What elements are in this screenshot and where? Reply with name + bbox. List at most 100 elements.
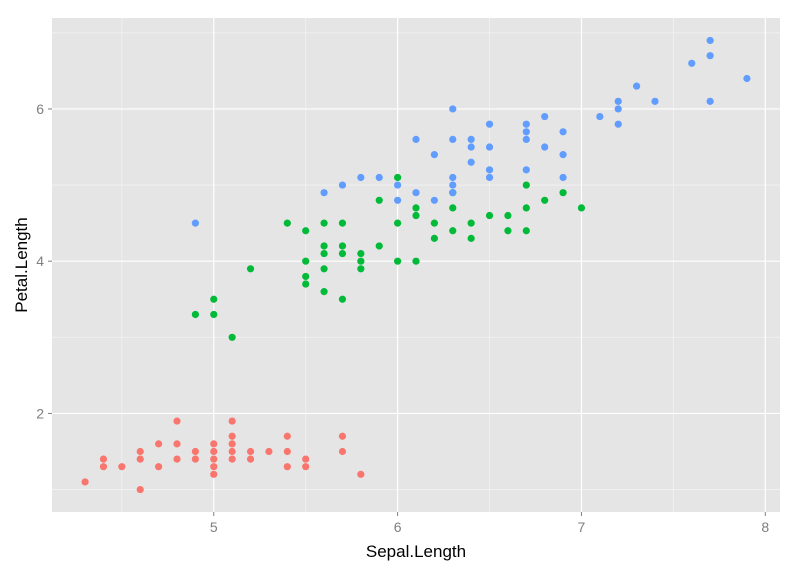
data-point <box>522 204 530 212</box>
data-point <box>302 455 310 463</box>
y-tick-label: 2 <box>36 405 44 421</box>
data-point <box>320 249 328 258</box>
data-point <box>302 227 310 235</box>
data-point <box>467 234 475 242</box>
data-point <box>320 219 328 227</box>
data-point <box>430 234 438 242</box>
data-point <box>228 455 236 463</box>
data-point <box>467 219 475 227</box>
x-axis-title: Sepal.Length <box>366 542 466 561</box>
data-point <box>228 447 236 456</box>
data-point <box>522 128 530 136</box>
data-point <box>412 204 420 212</box>
data-point <box>338 242 347 250</box>
data-point <box>228 417 236 425</box>
data-point <box>449 189 457 197</box>
data-point <box>485 143 494 151</box>
data-point <box>375 196 383 204</box>
data-point <box>394 181 402 189</box>
x-tick-label: 8 <box>761 519 769 535</box>
data-point <box>394 196 402 204</box>
data-point <box>338 447 347 456</box>
data-point <box>210 455 218 463</box>
data-point <box>614 120 622 128</box>
data-point <box>302 272 310 281</box>
data-point <box>173 417 181 425</box>
data-point <box>357 257 365 265</box>
data-point <box>375 173 383 182</box>
x-tick-label: 7 <box>578 519 586 535</box>
x-tick-label: 5 <box>210 519 218 535</box>
data-point <box>320 265 328 273</box>
data-point <box>614 97 622 105</box>
data-point <box>155 440 163 448</box>
data-point <box>210 310 218 319</box>
data-point <box>246 447 255 456</box>
data-point <box>136 447 144 456</box>
data-point <box>430 151 438 159</box>
data-point <box>394 173 402 182</box>
data-point <box>320 189 328 197</box>
data-point <box>522 120 530 128</box>
data-point <box>210 447 218 456</box>
data-point <box>99 463 108 471</box>
data-point <box>596 112 604 121</box>
data-point <box>743 74 751 83</box>
x-axis-ticks: 5 6 7 8 <box>210 512 769 535</box>
data-point <box>430 219 438 227</box>
data-point <box>449 204 457 212</box>
data-point <box>173 455 181 463</box>
data-point <box>228 432 236 440</box>
data-point <box>559 173 567 182</box>
data-point <box>706 52 714 60</box>
data-point <box>467 143 475 151</box>
data-point <box>375 242 383 250</box>
data-point <box>357 173 365 182</box>
data-point <box>541 112 549 121</box>
data-point <box>522 135 530 144</box>
data-point <box>688 59 696 67</box>
data-point <box>191 447 199 456</box>
data-point <box>485 173 494 182</box>
data-point <box>302 257 310 265</box>
data-point <box>210 463 218 471</box>
data-point <box>228 440 236 448</box>
data-point <box>320 288 328 296</box>
data-point <box>81 478 89 486</box>
data-point <box>283 447 291 456</box>
data-point <box>394 219 402 227</box>
data-point <box>338 181 347 189</box>
data-point <box>541 196 549 204</box>
data-point <box>449 173 457 182</box>
y-tick-label: 6 <box>36 101 44 117</box>
plot-panel <box>52 18 780 512</box>
data-point <box>706 36 714 45</box>
data-point <box>246 265 255 273</box>
data-point <box>485 120 494 128</box>
data-point <box>191 310 199 319</box>
data-point <box>357 470 365 478</box>
data-point <box>136 485 144 494</box>
data-point <box>559 128 567 136</box>
data-point <box>228 333 236 341</box>
data-point <box>559 151 567 159</box>
data-point <box>118 463 126 471</box>
data-point <box>522 166 530 174</box>
y-axis-title: Petal.Length <box>12 217 31 312</box>
data-point <box>283 463 291 471</box>
data-point <box>577 204 586 212</box>
data-point <box>302 463 310 471</box>
data-point <box>504 211 512 220</box>
data-point <box>467 158 475 166</box>
y-axis-ticks: 2 4 6 <box>36 101 52 421</box>
x-tick-label: 6 <box>394 519 402 535</box>
data-point <box>338 432 347 440</box>
data-point <box>485 166 494 174</box>
data-point <box>449 135 457 144</box>
data-point <box>504 227 512 235</box>
data-point <box>210 295 218 303</box>
data-point <box>155 463 163 471</box>
minor-gridlines <box>52 18 780 512</box>
data-point <box>283 219 291 227</box>
